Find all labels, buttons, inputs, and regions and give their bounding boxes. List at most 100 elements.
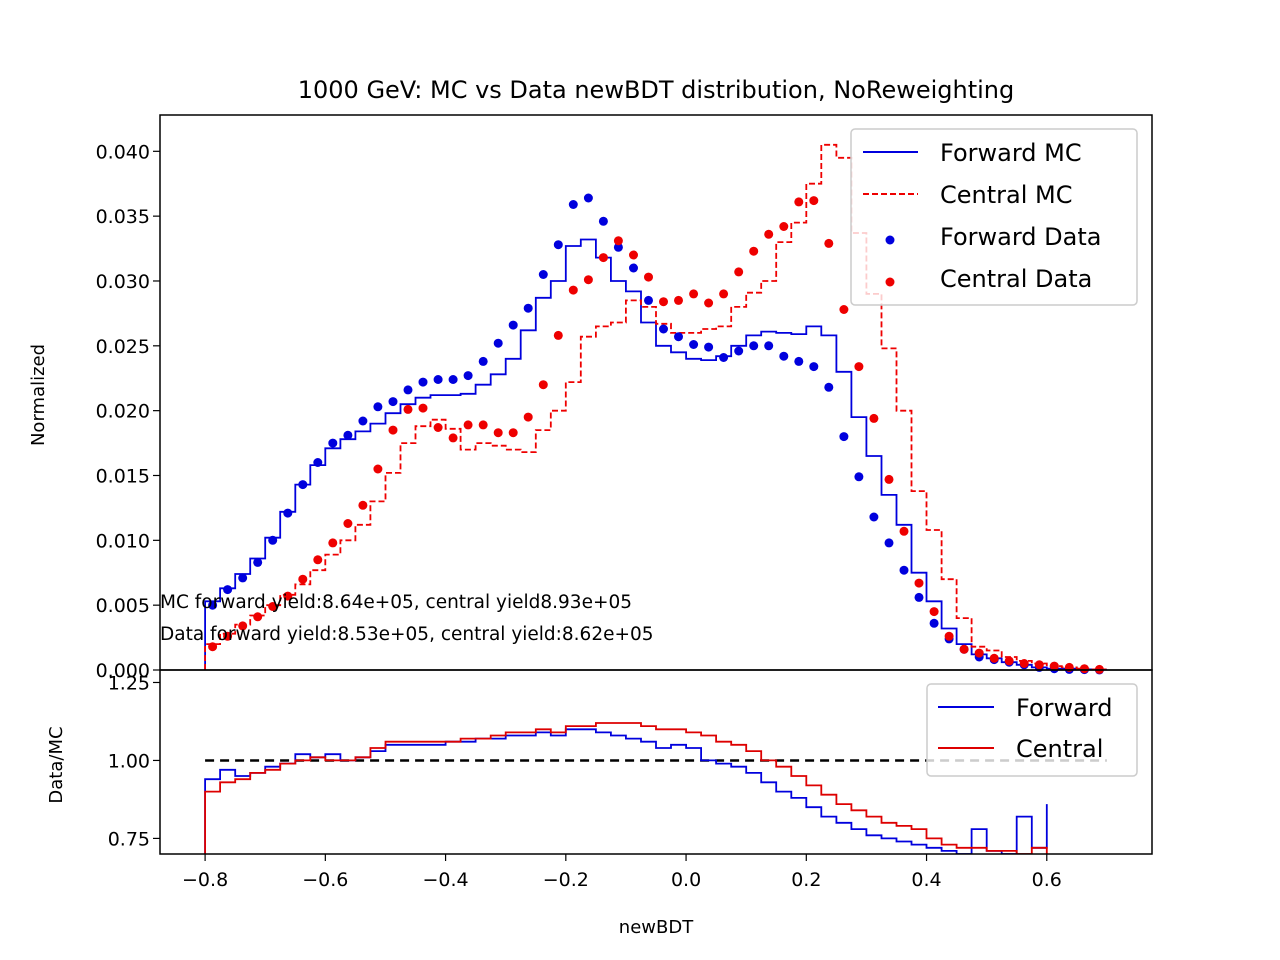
legend-label: Central Data xyxy=(940,265,1092,293)
x-tick-label: 0.6 xyxy=(1032,869,1062,891)
point-central-data xyxy=(869,413,879,423)
y-axis-label-main: Normalized xyxy=(28,344,49,446)
legend-label: Forward Data xyxy=(940,223,1101,251)
ratio-series-central xyxy=(204,722,1048,854)
point-forward-data xyxy=(298,480,308,490)
point-forward-data xyxy=(448,375,458,384)
point-forward-data xyxy=(674,332,683,342)
point-forward-data xyxy=(388,397,398,407)
point-forward-data xyxy=(358,416,368,426)
point-forward-data xyxy=(328,438,338,448)
point-central-data xyxy=(223,631,233,641)
point-central-data xyxy=(1019,659,1029,668)
point-forward-data xyxy=(644,295,653,305)
legend-swatch xyxy=(885,235,895,245)
point-central-data xyxy=(719,289,729,299)
point-forward-data xyxy=(764,341,774,351)
legend-label: Central xyxy=(1016,735,1103,763)
point-central-data xyxy=(538,380,548,390)
point-forward-data xyxy=(929,618,939,628)
point-central-data xyxy=(929,607,939,617)
point-forward-data xyxy=(794,356,804,366)
point-central-data xyxy=(523,412,533,422)
point-central-data xyxy=(208,642,218,652)
point-forward-data xyxy=(598,216,608,226)
y-tick-label-main: 0.030 xyxy=(96,271,150,293)
point-central-data xyxy=(478,420,488,430)
legend-label: Central MC xyxy=(940,181,1072,209)
point-central-data xyxy=(644,272,653,282)
point-central-data xyxy=(824,238,834,248)
point-forward-data xyxy=(508,320,518,330)
point-central-data xyxy=(899,526,909,536)
point-forward-data xyxy=(268,535,278,545)
point-forward-data xyxy=(884,538,894,548)
point-forward-data xyxy=(689,340,699,349)
point-central-data xyxy=(493,428,503,438)
point-central-data xyxy=(343,519,353,528)
point-central-data xyxy=(508,428,518,438)
point-central-data xyxy=(689,289,699,299)
point-central-data xyxy=(794,197,804,207)
ratio-panel: 0.75 1.00 1.25 −0.8 −0.6 −0.4 −0.2 0.0 0.2 0.4 0.6… xyxy=(46,669,1153,938)
ratio-legend: Forward Central xyxy=(926,683,1138,777)
point-forward-data xyxy=(343,430,353,440)
point-forward-data xyxy=(403,385,413,395)
ratio-axes-frame xyxy=(159,669,1153,855)
y-tick-label-main: 0.015 xyxy=(96,465,150,487)
point-central-data xyxy=(1034,660,1044,670)
point-forward-data xyxy=(433,375,443,384)
point-forward-data xyxy=(854,472,864,482)
point-central-data xyxy=(358,500,368,510)
point-central-data xyxy=(659,297,668,307)
annotation-data-yield: Data forward yield:8.53e+05, central yie… xyxy=(160,624,654,645)
point-central-data xyxy=(403,404,413,414)
point-central-data xyxy=(418,403,428,413)
chart-title: 1000 GeV: MC vs Data newBDT distribution… xyxy=(298,76,1015,104)
legend-label: Forward MC xyxy=(940,139,1082,167)
point-central-data xyxy=(779,222,789,231)
ratio-series-forward xyxy=(204,728,1048,854)
point-central-data xyxy=(433,423,443,432)
point-forward-data xyxy=(899,565,909,575)
point-forward-data xyxy=(313,458,323,467)
point-central-data xyxy=(944,631,954,641)
point-central-data xyxy=(1079,664,1089,674)
point-central-data xyxy=(734,267,744,277)
point-central-data xyxy=(583,275,593,285)
x-tick-label: −0.8 xyxy=(182,869,228,891)
point-forward-data xyxy=(659,324,668,334)
x-tick-label: 0.4 xyxy=(911,869,941,891)
point-central-data xyxy=(283,591,293,601)
point-forward-data xyxy=(869,512,879,522)
y-tick-label-main: 0.005 xyxy=(96,595,150,617)
legend-label: Forward xyxy=(1016,694,1113,722)
point-central-data xyxy=(1049,661,1059,671)
point-central-data xyxy=(839,305,849,314)
y-tick-label-main: 0.040 xyxy=(96,141,150,163)
point-central-data xyxy=(749,246,759,256)
y-tick-label-ratio: 1.00 xyxy=(108,750,150,772)
x-tick-label: −0.6 xyxy=(302,869,348,891)
point-forward-data xyxy=(613,242,623,252)
point-forward-data xyxy=(583,193,593,203)
point-forward-data xyxy=(914,592,924,602)
point-central-data xyxy=(388,425,398,435)
point-central-data xyxy=(959,644,969,654)
y-axis-label-ratio: Data/MC xyxy=(46,726,67,803)
main-panel: 0.000 0.005 0.010 0.015 0.020 0.025 0.030 0.035… xyxy=(28,76,1153,682)
main-legend-box xyxy=(850,128,1138,306)
annotation-mc-yield: MC forward yield:8.64e+05, central yield… xyxy=(160,592,632,613)
point-forward-data xyxy=(779,351,789,361)
point-forward-data xyxy=(839,432,849,442)
point-forward-data xyxy=(253,557,263,567)
point-central-data xyxy=(313,555,323,565)
point-central-data xyxy=(298,574,308,584)
point-forward-data xyxy=(629,263,638,273)
point-central-data xyxy=(268,602,278,611)
point-forward-data xyxy=(553,240,563,250)
point-central-data xyxy=(884,474,894,484)
point-central-data xyxy=(238,621,248,631)
point-forward-data xyxy=(734,346,744,356)
